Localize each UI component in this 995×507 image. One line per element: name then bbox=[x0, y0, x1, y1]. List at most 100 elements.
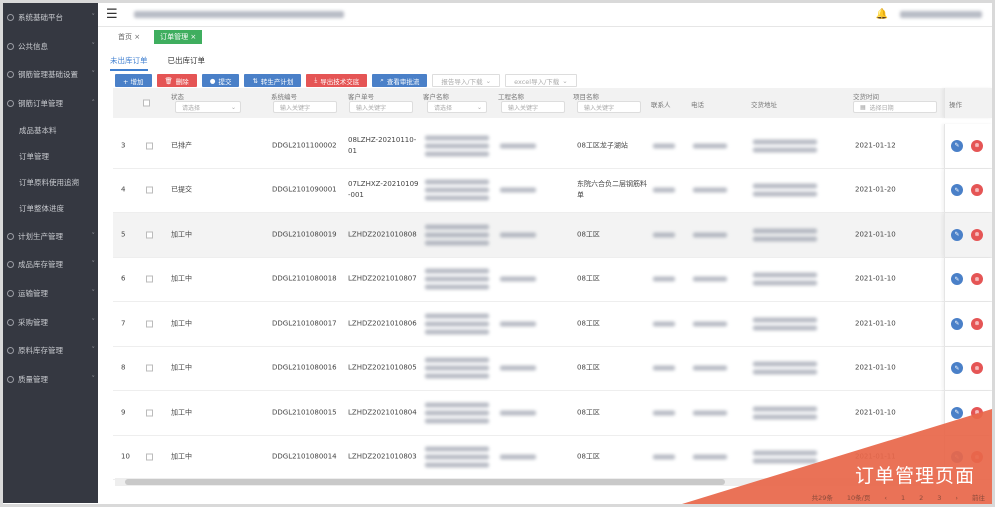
user-name-blurred[interactable] bbox=[900, 11, 982, 18]
menu-toggle-icon[interactable]: ☰ bbox=[106, 7, 118, 22]
sidebar-item[interactable]: 系统基础平台 ˅ bbox=[3, 3, 98, 32]
scrollbar-thumb[interactable] bbox=[125, 479, 725, 485]
row-checkbox[interactable] bbox=[146, 186, 153, 194]
header-sys-no: 系统编号 bbox=[271, 93, 297, 101]
edit-icon[interactable]: ✎ bbox=[951, 139, 963, 152]
item-cell: 08工区 bbox=[577, 230, 600, 239]
table-row[interactable]: 7 加工中 DDGL2101080017 LZHDZ2021010806 08工… bbox=[113, 302, 993, 347]
submit-label: 提交 bbox=[218, 77, 232, 86]
subtab-unshipped[interactable]: 未出库订单 bbox=[110, 55, 148, 71]
sidebar-subitem[interactable]: 订单整体进度 bbox=[19, 204, 64, 214]
sidebar-item[interactable]: 运输管理 ˅ bbox=[3, 279, 98, 308]
row-checkbox[interactable] bbox=[146, 364, 153, 372]
edit-icon[interactable]: ✎ bbox=[951, 406, 963, 419]
edit-icon[interactable]: ✎ bbox=[951, 184, 963, 197]
subtab-shipped[interactable]: 已出库订单 bbox=[167, 56, 206, 65]
delete-button[interactable]: 🗑 删除 bbox=[156, 74, 197, 87]
ops-cell: ✎⊗ bbox=[944, 302, 993, 346]
blurred-contact bbox=[653, 452, 675, 463]
row-checkbox[interactable] bbox=[146, 142, 153, 150]
project-filter[interactable]: 输入关键字 bbox=[501, 101, 565, 113]
table-row[interactable]: 9 加工中 DDGL2101080015 LZHDZ2021010804 08工… bbox=[113, 391, 993, 436]
menu-circle-icon bbox=[7, 13, 14, 21]
item-filter[interactable]: 输入关键字 bbox=[577, 101, 641, 113]
sidebar-item[interactable]: 公共信息 ˅ bbox=[3, 32, 98, 61]
page-2[interactable]: 2 bbox=[919, 494, 924, 502]
sidebar-item[interactable]: 质量管理 ˅ bbox=[3, 365, 98, 394]
sidebar-subitem[interactable]: 订单管理 bbox=[19, 152, 49, 162]
table-row[interactable]: 5 加工中 DDGL2101080019 LZHDZ2021010808 08工… bbox=[113, 213, 993, 258]
blurred-contact bbox=[653, 363, 675, 374]
item-cell: 东院六合负二层钢筋料单 bbox=[577, 180, 647, 200]
sys-no-filter[interactable]: 输入关键字 bbox=[273, 101, 337, 113]
blurred-address bbox=[753, 314, 817, 333]
edit-icon[interactable]: ✎ bbox=[951, 317, 963, 330]
cust-name-placeholder: 请选择 bbox=[434, 104, 453, 112]
export-button[interactable]: ⤓ 导出技术交底 bbox=[306, 74, 368, 87]
tab-order-management[interactable]: 订单管理 × bbox=[154, 30, 203, 44]
cust-no-cell: LZHDZ2021010804 bbox=[348, 408, 417, 417]
item-cell: 08工区 bbox=[577, 319, 600, 328]
report-dropdown[interactable]: 报告导入/下载 ⌄ bbox=[432, 74, 501, 87]
date-cell: 2021-01-12 bbox=[855, 141, 896, 150]
sidebar-subitem[interactable]: 成品基本料 bbox=[19, 126, 57, 136]
row-checkbox[interactable] bbox=[146, 275, 153, 283]
row-checkbox[interactable] bbox=[146, 231, 153, 239]
cust-name-filter[interactable]: 请选择 ⌄ bbox=[427, 101, 487, 113]
sidebar-subitem[interactable]: 订单原料使用追溯 bbox=[19, 178, 79, 188]
submit-button[interactable]: ● 提交 bbox=[201, 74, 240, 87]
edit-icon[interactable]: ✎ bbox=[951, 273, 963, 286]
next-page-icon[interactable]: › bbox=[955, 494, 958, 502]
sidebar-item[interactable]: 钢筋订单管理 ˄ bbox=[3, 89, 98, 118]
row-checkbox[interactable] bbox=[146, 409, 153, 417]
chevron-down-icon: ˅ bbox=[91, 41, 96, 50]
page-1[interactable]: 1 bbox=[900, 494, 906, 502]
sidebar-item[interactable]: 原料库存管理 ˅ bbox=[3, 337, 98, 366]
bell-icon[interactable]: 🔔 bbox=[875, 9, 888, 20]
chevron-down-icon: ˅ bbox=[91, 70, 96, 79]
sidebar-item[interactable]: 计划生产管理 ˅ bbox=[3, 222, 98, 251]
page-size-select[interactable]: 10条/页 bbox=[846, 494, 871, 502]
delete-icon[interactable]: ⊗ bbox=[971, 317, 983, 330]
sidebar-item-label: 采购管理 bbox=[18, 317, 48, 327]
row-checkbox[interactable] bbox=[146, 453, 153, 461]
approval-button[interactable]: ⌕ 查看审批流 bbox=[372, 74, 428, 87]
delete-icon[interactable]: ⊗ bbox=[971, 273, 983, 286]
table-row[interactable]: 3 已排产 DDGL2101100002 08LZHZ-20210110-01 … bbox=[113, 124, 993, 169]
delete-icon[interactable]: ⊗ bbox=[971, 139, 983, 152]
blurred-project bbox=[500, 318, 536, 329]
date-filter[interactable]: ▦ 选择日期 bbox=[853, 101, 937, 113]
cust-no-cell: LZHDZ2021010808 bbox=[348, 230, 417, 239]
horizontal-scrollbar[interactable] bbox=[115, 478, 935, 486]
blurred-cust-name bbox=[425, 444, 489, 471]
select-all-checkbox[interactable] bbox=[143, 99, 150, 107]
prev-page-icon[interactable]: ‹ bbox=[884, 494, 887, 502]
excel-dropdown[interactable]: excel导入/下载 ⌄ bbox=[505, 74, 577, 87]
table-row[interactable]: 6 加工中 DDGL2101080018 LZHDZ2021010807 08工… bbox=[113, 257, 993, 302]
row-index: 6 bbox=[121, 274, 126, 283]
date-cell: 2021-01-10 bbox=[855, 319, 896, 328]
edit-icon[interactable]: ✎ bbox=[951, 362, 963, 375]
blurred-project bbox=[500, 185, 536, 196]
to-plan-button[interactable]: ⇅ 转生产计划 bbox=[244, 74, 302, 87]
sidebar-item[interactable]: 钢筋管理基础设置 ˅ bbox=[3, 60, 98, 89]
status-filter[interactable]: 请选择 ⌄ bbox=[175, 101, 241, 113]
delete-icon[interactable]: ⊗ bbox=[971, 184, 983, 197]
table-row[interactable]: 8 加工中 DDGL2101080016 LZHDZ2021010805 08工… bbox=[113, 346, 993, 391]
row-checkbox[interactable] bbox=[146, 320, 153, 328]
table-row[interactable]: 4 已提交 DDGL2101090001 07LZHXZ-20210109-00… bbox=[113, 168, 993, 213]
edit-icon[interactable]: ✎ bbox=[951, 228, 963, 241]
report-label: 报告导入/下载 bbox=[441, 77, 483, 86]
sidebar-item[interactable]: 采购管理 ˅ bbox=[3, 308, 98, 337]
date-placeholder: 选择日期 bbox=[869, 104, 894, 112]
sidebar-item-label: 原料库存管理 bbox=[18, 346, 63, 356]
delete-icon[interactable]: ⊗ bbox=[971, 228, 983, 241]
add-button[interactable]: + 增加 bbox=[115, 74, 152, 87]
cust-no-filter[interactable]: 输入关键字 bbox=[349, 101, 413, 113]
page-3[interactable]: 3 bbox=[937, 494, 942, 502]
sidebar-item[interactable]: 成品库存管理 ˅ bbox=[3, 250, 98, 279]
blurred-address bbox=[753, 136, 817, 155]
delete-icon[interactable]: ⊗ bbox=[971, 362, 983, 375]
blurred-phone bbox=[693, 274, 727, 285]
tab-home[interactable]: 首页 × bbox=[118, 33, 141, 41]
